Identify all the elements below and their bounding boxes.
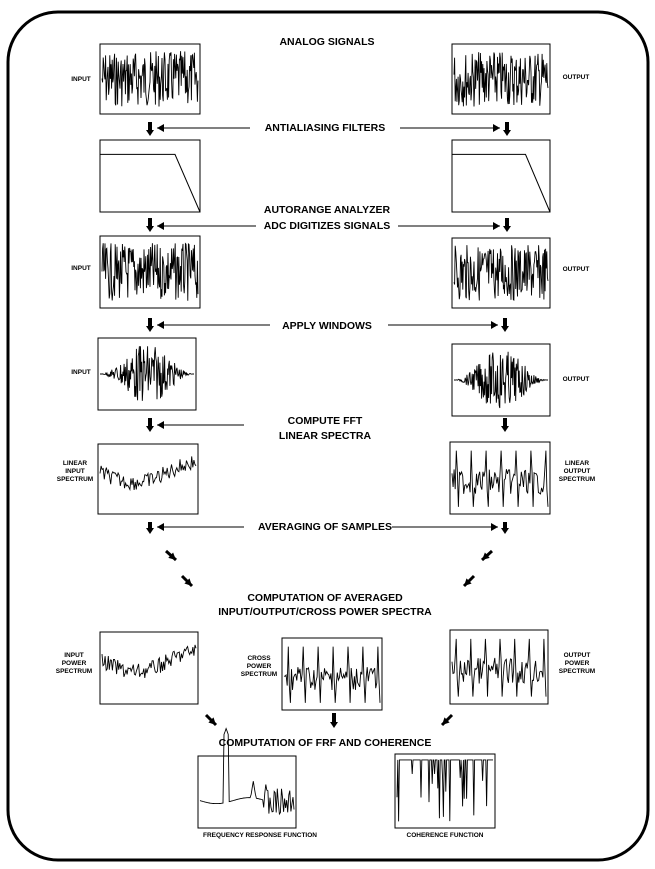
arrow-down-frf-center — [330, 722, 338, 728]
cross-power-spectrum-panel — [281, 637, 383, 711]
label-coherence: COHERENCE FUNCTION — [406, 832, 484, 839]
label-window-input: INPUT — [71, 369, 91, 376]
connector-adc-left-head — [157, 222, 164, 230]
label-linear-output-line1: LINEAR — [564, 460, 590, 467]
arrow-right-fft — [501, 426, 509, 432]
arrow-diag-frf-left — [208, 717, 216, 725]
arrow-right-averaging — [501, 528, 509, 534]
arrow-left-adc — [146, 226, 154, 232]
stage-linear-spectra: LINEAR SPECTRA — [278, 430, 372, 442]
label-adc-output: OUTPUT — [562, 266, 590, 273]
arrow-right-antialias — [503, 130, 511, 136]
label-cross-power-line2: POWER — [246, 663, 272, 670]
stage-computation-frf: COMPUTATION OF FRF AND COHERENCE — [218, 737, 432, 749]
label-linear-input-line2: INPUT — [65, 468, 85, 475]
label-linear-input-line3: SPECTRUM — [56, 476, 94, 483]
arrow-diag-left-1 — [168, 552, 176, 560]
outer-frame — [6, 10, 650, 862]
label-input-power-line3: SPECTRUM — [55, 668, 93, 675]
label-input-power-line2: POWER — [61, 660, 87, 667]
stage-computation-averaged: COMPUTATION OF AVERAGED — [247, 592, 403, 604]
connector-averaging-right-head — [491, 523, 498, 531]
label-linear-output-line2: OUTPUT — [563, 468, 591, 475]
label-adc-input: INPUT — [71, 265, 91, 272]
label-cross-power-line3: SPECTRUM — [240, 671, 278, 678]
label-input-power-spectrum: INPUT POWER SPECTRUM — [50, 652, 98, 676]
arrow-left-windows — [146, 326, 154, 332]
connector-antialias-left-head — [157, 124, 164, 132]
arrow-left-fft — [146, 426, 154, 432]
arrow-left-averaging — [146, 528, 154, 534]
stage-averaging-samples: AVERAGING OF SAMPLES — [258, 521, 392, 533]
arrow-diag-left-2 — [184, 578, 192, 586]
label-linear-input-spectrum: LINEAR INPUT SPECTRUM — [52, 460, 98, 484]
connector-windows-left-head — [157, 321, 164, 329]
label-output-power-spectrum: OUTPUT POWER SPECTRUM — [552, 652, 602, 676]
stage-antialiasing-filters: ANTIALIASING FILTERS — [264, 122, 386, 134]
coherence-plot-panel — [394, 753, 496, 829]
output-power-spectrum-panel — [449, 629, 549, 705]
window-input-panel — [97, 337, 197, 411]
adc-input-panel — [99, 235, 201, 309]
window-output-panel — [451, 343, 551, 417]
arrow-diag-right-1 — [482, 552, 490, 560]
arrow-right-windows — [501, 326, 509, 332]
stage-apply-windows: APPLY WINDOWS — [282, 320, 372, 332]
connector-antialias-right-head — [493, 124, 500, 132]
stage-adc-digitizes: ADC DIGITIZES SIGNALS — [263, 220, 391, 232]
stage-analog-signals: ANALOG SIGNALS — [279, 36, 375, 48]
frf-plot-panel — [197, 727, 297, 829]
arrow-diag-frf-right — [442, 717, 450, 725]
analog-output-panel — [451, 43, 551, 115]
stage-autorange-analyzer: AUTORANGE ANALYZER — [263, 204, 391, 216]
label-analog-input: INPUT — [71, 76, 91, 83]
connector-averaging-left-head — [157, 523, 164, 531]
label-output-power-line2: POWER — [564, 660, 590, 667]
filter-output-panel — [451, 139, 551, 213]
connector-windows-right-head — [491, 321, 498, 329]
stage-compute-fft: COMPUTE FFT — [287, 415, 363, 427]
linear-output-spectrum-panel — [449, 441, 551, 515]
label-analog-output: OUTPUT — [562, 74, 590, 81]
adc-output-panel — [451, 237, 551, 309]
label-linear-output-spectrum: LINEAR OUTPUT SPECTRUM — [552, 460, 602, 484]
input-power-spectrum-panel — [99, 631, 199, 705]
label-frf: FREQUENCY RESPONSE FUNCTION — [202, 832, 317, 839]
label-output-power-line3: SPECTRUM — [558, 668, 596, 675]
linear-input-spectrum-panel — [97, 443, 199, 515]
connector-fft-left-head — [157, 421, 164, 429]
label-window-output: OUTPUT — [562, 376, 590, 383]
filter-input-panel — [99, 139, 201, 213]
arrow-diag-right-2 — [464, 578, 472, 586]
connector-adc-right-head — [493, 222, 500, 230]
arrow-right-adc — [503, 226, 511, 232]
arrow-left-antialias — [146, 130, 154, 136]
label-cross-power-spectrum: CROSS POWER SPECTRUM — [234, 655, 284, 679]
label-output-power-line1: OUTPUT — [563, 652, 591, 659]
analog-input-panel — [99, 43, 201, 115]
label-linear-input-line1: LINEAR — [62, 460, 88, 467]
label-linear-output-line3: SPECTRUM — [558, 476, 596, 483]
label-input-power-line1: INPUT — [64, 652, 84, 659]
stage-power-spectra: INPUT/OUTPUT/CROSS POWER SPECTRA — [218, 606, 432, 618]
label-cross-power-line1: CROSS — [247, 655, 271, 662]
